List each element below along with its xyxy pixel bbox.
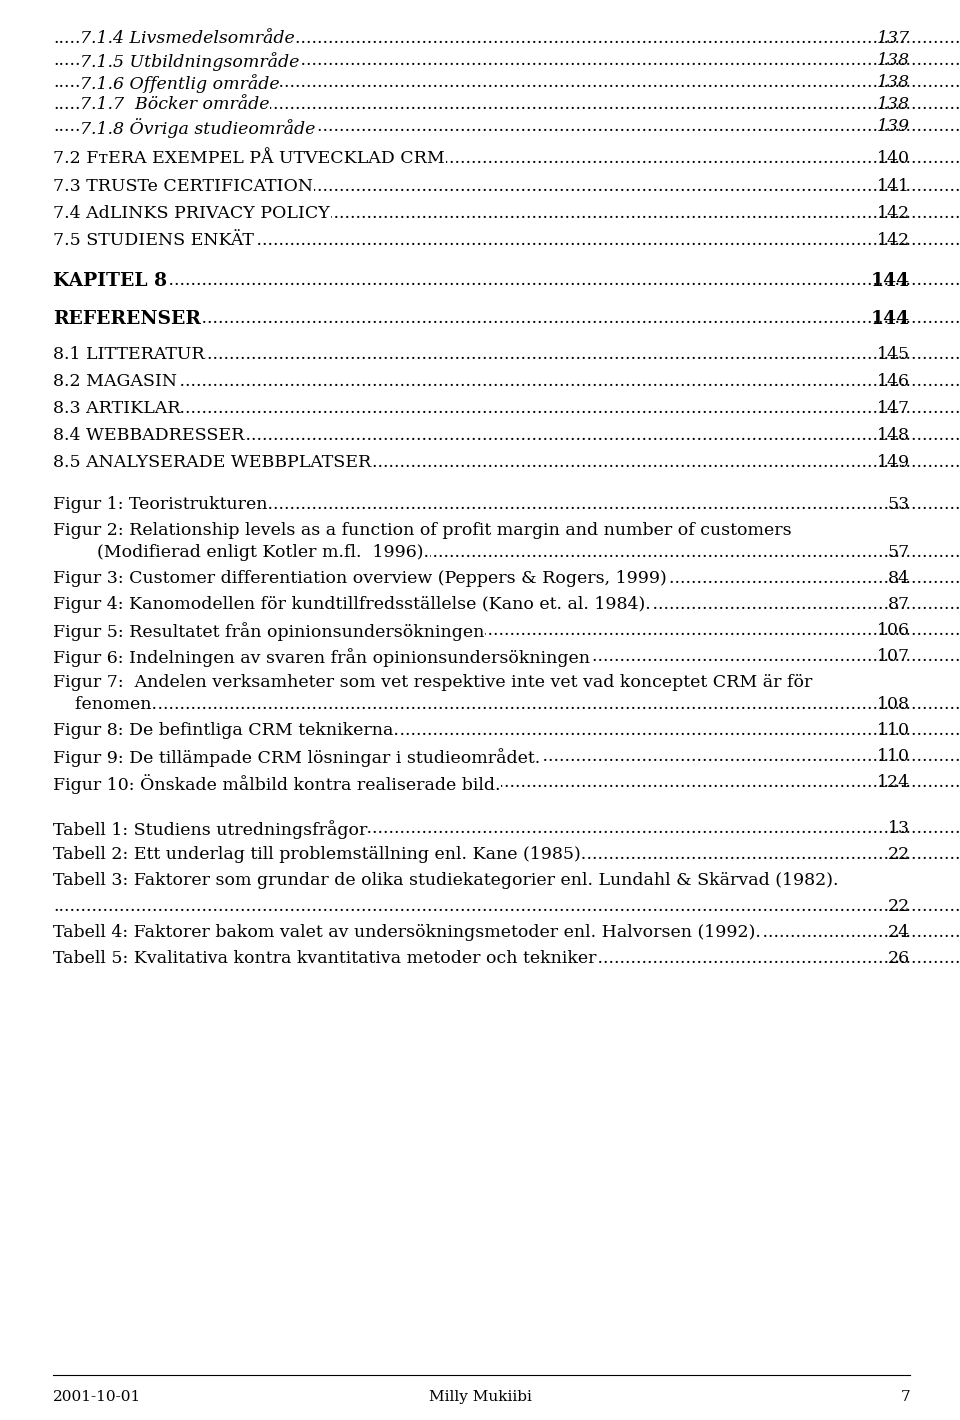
Text: ................................................................................: ........................................… [53,30,960,47]
Text: 149: 149 [876,454,910,471]
Text: 142: 142 [876,231,910,248]
Text: ................................................................................: ........................................… [53,74,960,91]
Text: Tabell 3: Faktorer som grundar de olika studiekategorier enl. Lundahl & Skärvad : Tabell 3: Faktorer som grundar de olika … [53,872,838,889]
Text: ................................................................................: ........................................… [53,819,960,836]
Text: Tabell 5: Kvalitativa kontra kvantitativa metoder och tekniker: Tabell 5: Kvalitativa kontra kvantitativ… [53,950,596,967]
Text: 110: 110 [877,721,910,738]
Text: 138: 138 [877,53,910,70]
Text: 141: 141 [877,178,910,195]
Text: ................................................................................: ........................................… [53,400,960,417]
Text: ................................................................................: ........................................… [53,273,960,290]
Text: 7: 7 [900,1390,910,1404]
Text: (Modifierad enligt Kotler m.fl.  1996).: (Modifierad enligt Kotler m.fl. 1996). [53,544,429,561]
Text: Figur 4: Kanomodellen för kundtillfredsställelse (Kano et. al. 1984).: Figur 4: Kanomodellen för kundtillfredss… [53,596,651,613]
Text: 22: 22 [888,897,910,914]
Text: ................................................................................: ........................................… [53,454,960,471]
Text: ................................................................................: ........................................… [53,53,960,70]
Text: Figur 2: Relationship levels as a function of profit margin and number of custom: Figur 2: Relationship levels as a functi… [53,523,792,540]
Text: ................................................................................: ........................................… [53,373,960,391]
Text: 110: 110 [877,748,910,765]
Text: 145: 145 [876,346,910,364]
Text: ................................................................................: ........................................… [53,748,960,765]
Text: Tabell 2: Ett underlag till problemställning enl. Kane (1985).: Tabell 2: Ett underlag till problemställ… [53,846,587,863]
Text: KAPITEL 8: KAPITEL 8 [53,273,167,290]
Text: 26: 26 [888,950,910,967]
Text: 146: 146 [877,373,910,391]
Text: 106: 106 [877,622,910,639]
Text: ................................................................................: ........................................… [53,151,960,168]
Text: Figur 7:  Andelen verksamheter som vet respektive inte vet vad konceptet CRM är : Figur 7: Andelen verksamheter som vet re… [53,674,812,692]
Text: Tabell 4: Faktorer bakom valet av undersökningsmetoder enl. Halvorsen (1992).: Tabell 4: Faktorer bakom valet av unders… [53,924,761,941]
Text: 7.3 TRUSTe CERTIFICATION: 7.3 TRUSTe CERTIFICATION [53,178,313,195]
Text: 108: 108 [877,696,910,713]
Text: 137: 137 [877,30,910,47]
Text: 7.1.5 Utbildningsområde: 7.1.5 Utbildningsområde [80,53,300,71]
Text: 8.3 ARTIKLAR: 8.3 ARTIKLAR [53,400,180,417]
Text: ................................................................................: ........................................… [53,622,960,639]
Text: 142: 142 [876,204,910,222]
Text: ................................................................................: ........................................… [53,924,960,941]
Text: 53: 53 [888,496,910,513]
Text: 57: 57 [888,544,910,561]
Text: ................................................................................: ........................................… [53,427,960,444]
Text: ................................................................................: ........................................… [53,310,960,327]
Text: Milly Mukiibi: Milly Mukiibi [428,1390,532,1404]
Text: 148: 148 [877,427,910,444]
Text: Figur 1: Teoristrukturen.: Figur 1: Teoristrukturen. [53,496,273,513]
Text: 140: 140 [877,151,910,168]
Text: ................................................................................: ........................................… [53,774,960,791]
Text: ................................................................................: ........................................… [53,496,960,513]
Text: 139: 139 [877,118,910,135]
Text: ................................................................................: ........................................… [53,721,960,738]
Text: ................................................................................: ........................................… [53,178,960,195]
Text: Figur 9: De tillämpade CRM lösningar i studieområdet.: Figur 9: De tillämpade CRM lösningar i s… [53,748,540,767]
Text: ................................................................................: ........................................… [53,596,960,613]
Text: ................................................................................: ........................................… [53,97,960,114]
Text: ................................................................................: ........................................… [53,696,960,713]
Text: Figur 6: Indelningen av svaren från opinionsundersökningen: Figur 6: Indelningen av svaren från opin… [53,648,590,667]
Text: 144: 144 [871,273,910,290]
Text: 7.1.7  Böcker område: 7.1.7 Böcker område [80,97,270,114]
Text: 7.1.8 Övriga studieområde: 7.1.8 Övriga studieområde [80,118,316,138]
Text: 24: 24 [888,924,910,941]
Text: 87: 87 [888,596,910,613]
Text: ................................................................................: ........................................… [53,648,960,665]
Text: REFERENSER: REFERENSER [53,310,201,328]
Text: 8.2 MAGASIN: 8.2 MAGASIN [53,373,177,391]
Text: 84: 84 [888,569,910,586]
Text: ................................................................................: ........................................… [53,346,960,364]
Text: ................................................................................: ........................................… [53,231,960,248]
Text: ................................................................................: ........................................… [53,204,960,222]
Text: 138: 138 [877,74,910,91]
Text: 7.5 STUDIENS ENKÄT: 7.5 STUDIENS ENKÄT [53,231,253,248]
Text: 13: 13 [888,819,910,836]
Text: 147: 147 [876,400,910,417]
Text: Figur 3: Customer differentiation overview (Peppers & Rogers, 1999): Figur 3: Customer differentiation overvi… [53,569,667,586]
Text: Figur 5: Resultatet från opinionsundersökningen: Figur 5: Resultatet från opinionsundersö… [53,622,485,640]
Text: 22: 22 [888,846,910,863]
Text: Figur 10: Önskade målbild kontra realiserade bild.: Figur 10: Önskade målbild kontra realise… [53,774,500,794]
Text: ................................................................................: ........................................… [53,950,960,967]
Text: 2001-10-01: 2001-10-01 [53,1390,141,1404]
Text: 144: 144 [871,310,910,328]
Text: 7.4 AdLINKS PRIVACY POLICY: 7.4 AdLINKS PRIVACY POLICY [53,204,329,222]
Text: ................................................................................: ........................................… [53,846,960,863]
Text: 138: 138 [877,97,910,114]
Text: ................................................................................: ........................................… [53,544,960,561]
Text: 7.1.4 Livsmedelsområde: 7.1.4 Livsmedelsområde [80,30,295,47]
Text: 8.1 LITTERATUR: 8.1 LITTERATUR [53,346,204,364]
Text: ................................................................................: ........................................… [53,118,960,135]
Text: 8.4 WEBBADRESSER: 8.4 WEBBADRESSER [53,427,245,444]
Text: Figur 8: De befintliga CRM teknikerna.: Figur 8: De befintliga CRM teknikerna. [53,721,398,738]
Text: 7.2 FᴛERA EXEMPEL PÅ UTVECKLAD CRM: 7.2 FᴛERA EXEMPEL PÅ UTVECKLAD CRM [53,151,444,168]
Text: Tabell 1: Studiens utredningsfrågor: Tabell 1: Studiens utredningsfrågor [53,819,368,839]
Text: 7.1.6 Offentlig område: 7.1.6 Offentlig område [80,74,279,92]
Text: 124: 124 [876,774,910,791]
Text: 107: 107 [876,648,910,665]
Text: ................................................................................: ........................................… [53,897,960,914]
Text: fenomen.: fenomen. [53,696,157,713]
Text: ................................................................................: ........................................… [53,569,960,586]
Text: 8.5 ANALYSERADE WEBBPLATSER: 8.5 ANALYSERADE WEBBPLATSER [53,454,372,471]
